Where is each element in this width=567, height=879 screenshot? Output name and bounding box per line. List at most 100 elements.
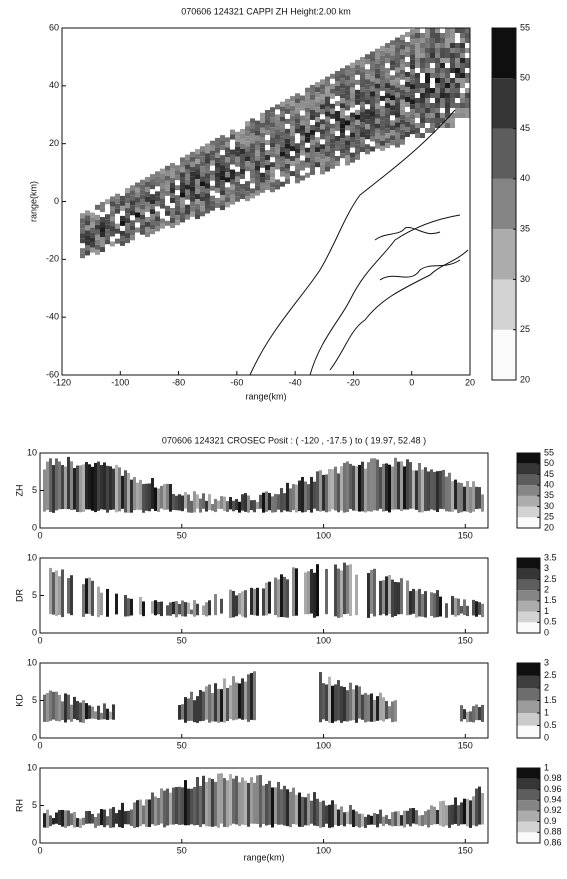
echo-cell	[375, 108, 380, 114]
echo-cell	[455, 58, 460, 63]
section-strip	[226, 780, 229, 828]
section-strip	[241, 777, 244, 825]
echo-cell	[465, 58, 470, 63]
echo-cell	[320, 129, 325, 135]
section-strip	[76, 818, 79, 827]
echo-cell	[370, 71, 375, 77]
echo-cell	[245, 191, 250, 197]
echo-cell	[215, 137, 220, 143]
echo-cell	[215, 182, 220, 188]
echo-cell	[265, 180, 270, 186]
echo-cell	[380, 70, 385, 76]
section-strip	[226, 501, 229, 512]
echo-cell	[190, 171, 195, 177]
section-strip	[118, 467, 121, 512]
echo-cell	[155, 181, 160, 187]
echo-cell	[265, 155, 270, 161]
section-strip	[385, 576, 388, 616]
echo-cell	[235, 136, 240, 142]
echo-cell	[445, 48, 450, 53]
section-strip	[397, 461, 400, 510]
echo-cell	[345, 155, 350, 161]
echo-cell	[390, 95, 395, 101]
section-strip	[256, 587, 259, 616]
section-strip	[124, 595, 127, 617]
echo-cell	[95, 244, 100, 250]
echo-cell	[250, 148, 255, 154]
echo-cell	[105, 229, 110, 235]
echo-cell	[370, 126, 375, 132]
echo-cell	[285, 103, 290, 109]
echo-cell	[245, 136, 250, 142]
x-tick-label: 150	[458, 530, 473, 540]
x-tick-label: 150	[458, 845, 473, 855]
section-strip	[391, 579, 394, 618]
colorbar-tick-label: 3	[544, 563, 549, 573]
section-strip	[145, 483, 148, 511]
x-tick-label: -20	[347, 377, 360, 387]
section-strip	[439, 470, 442, 509]
section-strip	[304, 481, 307, 513]
echo-cell	[345, 70, 350, 76]
x-tick-label: -60	[230, 377, 243, 387]
echo-cell	[340, 108, 345, 114]
contour	[249, 109, 456, 376]
echo-cell	[300, 140, 305, 146]
echo-cell	[455, 113, 460, 118]
echo-cell	[375, 98, 380, 104]
echo-cell	[355, 79, 360, 85]
echo-cell	[440, 63, 445, 68]
echo-cell	[425, 128, 430, 133]
y-tick-label: -20	[46, 254, 59, 264]
echo-cell	[325, 121, 330, 127]
y-tick-label: 0	[32, 837, 37, 847]
echo-cell	[255, 125, 260, 131]
echo-cell	[350, 112, 355, 118]
echo-cell	[420, 88, 425, 93]
section-strip	[445, 603, 448, 618]
echo-cell	[160, 193, 165, 199]
echo-cell	[445, 53, 450, 58]
echo-cell	[200, 191, 205, 197]
echo-cell	[255, 165, 260, 171]
section-strip	[217, 500, 220, 509]
x-axis-label: range(km)	[243, 852, 284, 862]
section-strip	[358, 686, 361, 719]
echo-cell	[340, 93, 345, 99]
echo-cell	[210, 205, 215, 211]
echo-cell	[245, 166, 250, 172]
section-strip	[49, 567, 52, 615]
echo-cell	[265, 165, 270, 171]
section-strip	[76, 701, 79, 721]
echo-cell	[290, 106, 295, 112]
section-strip	[121, 475, 124, 509]
echo-cell	[380, 135, 385, 141]
y-tick-label: 0	[32, 522, 37, 532]
echo-cell	[425, 108, 430, 113]
echo-cell	[240, 168, 245, 174]
section-strip	[91, 706, 94, 719]
section-strip	[397, 811, 400, 827]
section-strip	[298, 792, 301, 827]
section-strip	[127, 810, 130, 825]
echo-cell	[315, 122, 320, 128]
echo-cell	[395, 37, 400, 43]
section-strip	[355, 466, 358, 511]
echo-cell	[385, 118, 390, 124]
echo-cell	[275, 119, 280, 125]
echo-cell	[95, 249, 100, 255]
section-strip	[208, 600, 211, 616]
echo-cell	[190, 151, 195, 157]
echo-cell	[305, 137, 310, 143]
echo-cell	[130, 200, 135, 206]
echo-cell	[335, 90, 340, 96]
echo-cell	[320, 124, 325, 130]
section-strip	[52, 818, 55, 825]
echo-cell	[305, 97, 310, 103]
colorbar-tick-label: 45	[544, 469, 554, 479]
echo-cell	[150, 229, 155, 235]
section-strip	[223, 778, 226, 827]
y-tick-label: 60	[49, 22, 59, 32]
echo-cell	[220, 205, 225, 211]
colorbar-tick-label: 0.98	[544, 773, 562, 783]
